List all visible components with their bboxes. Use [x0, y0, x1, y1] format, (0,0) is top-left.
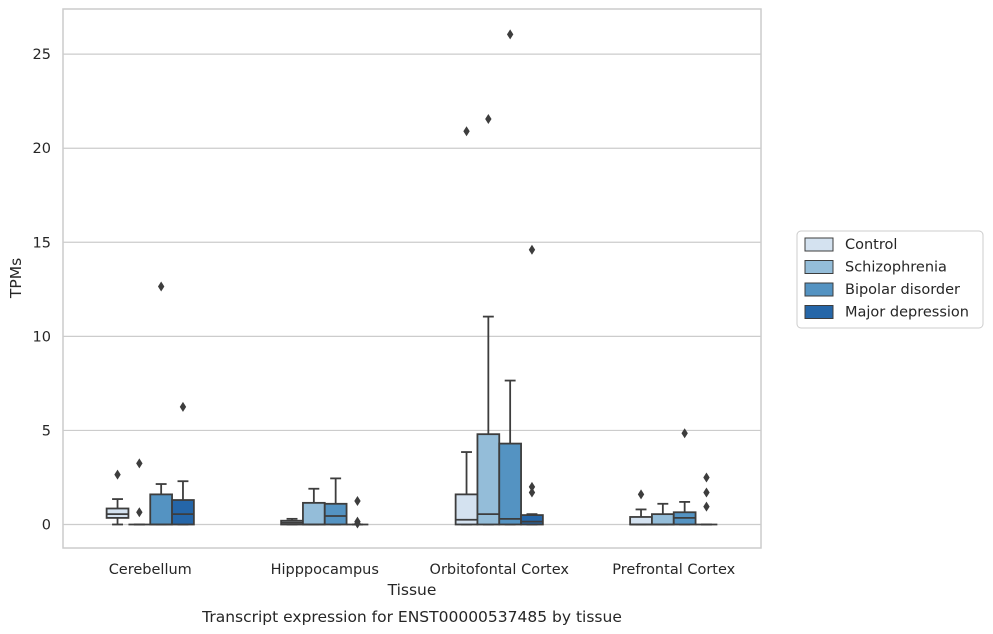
outlier-point-0 [485, 114, 492, 125]
outlier-point-0 [463, 126, 470, 137]
legend-swatch-0 [804, 237, 834, 252]
legend-swatch-2 [804, 282, 834, 297]
y-tick-label-1: 5 [42, 423, 51, 439]
box-iqr [498, 442, 522, 526]
x-tick-label-1: Hipppocampus [271, 562, 379, 578]
box-2-1 [476, 114, 501, 526]
y-tick-label-5: 25 [33, 47, 51, 63]
outlier-point-2 [528, 487, 536, 498]
box-iqr [105, 507, 130, 519]
outlier-point-1 [136, 458, 143, 469]
legend-swatch-1 [804, 260, 834, 274]
box-3-3 [695, 472, 718, 526]
box-1-1 [302, 487, 326, 526]
box-iqr [629, 516, 653, 526]
box-iqr [651, 513, 675, 526]
box-iqr [171, 499, 195, 526]
box-0-0 [105, 469, 130, 526]
box-2-2 [498, 29, 522, 526]
box-3-2 [672, 428, 697, 526]
box-1-2 [323, 477, 348, 526]
box-2-3 [520, 244, 544, 526]
x-axis-label: Tissue [387, 581, 437, 599]
outlier-point-1 [703, 487, 710, 498]
outlier-point-2 [354, 518, 361, 529]
x-tick-labels: Cerebellum Hipppocampus Orbitofontal Corte… [109, 562, 736, 578]
y-tick-label-0: 0 [42, 517, 51, 533]
legend-frame [796, 230, 984, 329]
legend-label-2: Bipolar disorder [845, 282, 960, 298]
y-tick-label-3: 15 [33, 235, 51, 251]
outlier-point-0 [506, 29, 514, 40]
box-iqr [520, 514, 544, 526]
box-0-1 [128, 458, 151, 526]
outlier-point-0 [136, 507, 143, 518]
x-tick-label-0: Cerebellum [109, 562, 192, 578]
box-groups [105, 29, 718, 529]
plot-area [63, 9, 761, 548]
outlier-point-1 [528, 481, 536, 492]
y-axis-label: TPMs [7, 258, 25, 299]
chart-caption: Transcript expression for ENST0000053748… [201, 608, 622, 626]
outlier-point-0 [637, 489, 645, 500]
legend-label-1: Schizophrenia [845, 260, 947, 276]
outlier-point-0 [354, 495, 361, 506]
y-tick-label-2: 10 [33, 329, 51, 345]
x-tick-label-2: Orbitofontal Cortex [430, 562, 570, 578]
box-iqr [476, 433, 501, 526]
x-tick-label-3: Prefrontal Cortex [612, 562, 735, 578]
legend-swatch-3 [804, 305, 834, 319]
outlier-point-0 [114, 469, 121, 480]
outlier-point-0 [179, 401, 187, 412]
legend-label-0: Control [845, 237, 897, 253]
box-0-3 [171, 401, 195, 526]
y-tick-label-4: 20 [33, 141, 51, 157]
box-iqr [149, 493, 173, 526]
outlier-point-0 [157, 281, 165, 292]
y-tick-labels: 0 5 10 15 20 25 [33, 47, 51, 533]
legend-label-3: Major depression [845, 305, 969, 321]
outlier-point-0 [528, 244, 536, 255]
box-1-3 [346, 495, 369, 529]
outlier-point-0 [703, 472, 710, 483]
plot-frame [62, 8, 762, 549]
outlier-point-0 [681, 428, 688, 439]
legend: Control Schizophrenia Bipolar disorder Majo… [796, 230, 984, 329]
outlier-point-2 [703, 501, 710, 512]
box-iqr [302, 501, 326, 526]
box-iqr [323, 502, 348, 526]
